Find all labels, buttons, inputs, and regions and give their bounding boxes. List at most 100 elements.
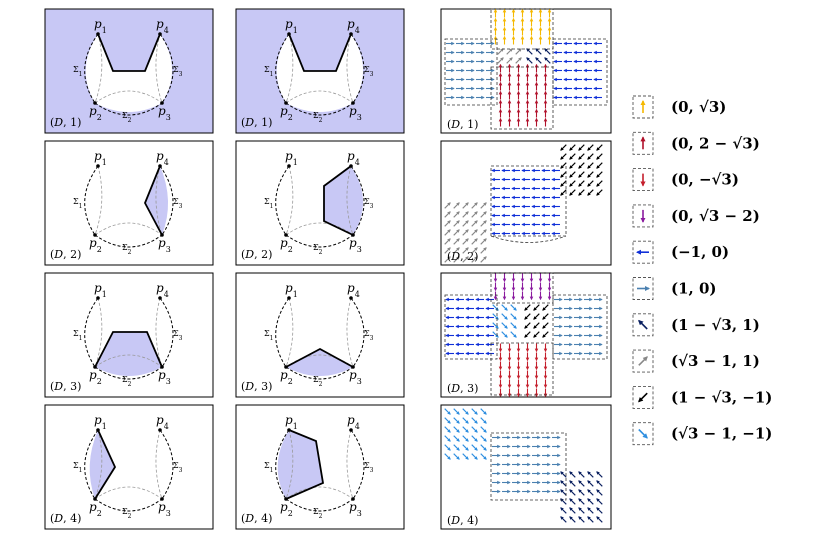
sigma3-inner-arc [155,33,163,104]
arrow-mark [560,489,567,496]
arrow-mark [515,48,522,55]
sigma2-arc [94,102,163,116]
arrow-mark [587,171,594,178]
vertex-label-p2: p2 [280,368,293,386]
vertex-label-p2: p2 [89,368,102,386]
sigma1-arc [275,165,290,236]
panel-label: (D, 1) [50,116,81,129]
vertex-label-p3: p3 [158,104,171,122]
arrow-mark [471,453,478,460]
vertex-p3 [351,365,355,369]
sigma1-inner-arc [94,33,103,104]
vertex-label-p1: p1 [285,149,298,167]
arrow-mark [560,162,567,169]
sigma-label-s1: Σ1 [73,461,82,474]
arrow-mark [462,211,469,218]
shaded-region [89,430,115,499]
arrow-mark [444,256,451,263]
sigma1-arc [84,429,99,500]
arrow-mark [544,57,551,64]
arrow-mark [596,498,603,505]
down-right-arrow-icon [638,428,648,439]
arrow-mark [596,471,603,478]
arrow-mark [578,171,585,178]
panel-label: (D, 1) [241,116,272,129]
arrow-mark [596,162,603,169]
vertex-p1 [287,32,291,36]
vertex-p2 [284,233,288,237]
legend-entry: (0, 2 − √3) [632,131,760,155]
shaded-region [145,166,169,235]
arrow-mark [480,453,487,460]
sigma3-inner-arc [155,165,163,236]
panel-label: (D, 4) [447,514,478,527]
arrow-mark [535,57,542,64]
arrow-mark [453,453,460,460]
sigma2-arc [285,366,354,380]
arrow-mark [587,507,594,514]
vertex-p3 [351,233,355,237]
sigma1-inner-arc [94,297,103,368]
arrow-mark [524,313,531,320]
region-boundary [288,33,352,72]
vertex-p4 [158,296,162,300]
unshaded-disk [276,34,364,112]
arrow-mark [544,48,551,55]
region-box [490,66,554,130]
vertex-p4 [349,32,353,36]
arrow-mark [480,211,487,218]
vertex-p3 [160,233,164,237]
arrow-mark [596,489,603,496]
diagram-panel-row3-left: p1 p4 p2 p3 Σ1 Σ3 Σ2 (D, 3) [44,272,214,398]
up-left-arrow-icon [638,319,648,330]
diagram-panel-row3-middle: p1 p4 p2 p3 Σ1 Σ3 Σ2 (D, 3) [235,272,405,398]
legend-entry: (0, √3) [632,95,726,119]
vertex-p4 [349,428,353,432]
vertex-p2 [93,365,97,369]
region-boundary [144,165,163,236]
arrow-mark [569,480,576,487]
vertex-label-p3: p3 [158,500,171,518]
legend-swatch-box [632,204,654,228]
legend-swatch-box [632,385,654,409]
sigma-label-s2: Σ2 [122,507,132,520]
vertex-label-p4: p4 [156,281,169,299]
sigma-label-s3: Σ3 [364,197,374,210]
arrow-mark [444,453,451,460]
arrow-mark [510,304,517,311]
arrow-mark [542,304,549,311]
sigma3-inner-arc [346,33,354,104]
panel-frame [44,404,214,530]
arrow-mark [569,171,576,178]
region-box [490,165,567,237]
vertex-p1 [287,164,291,168]
shaded-region [95,332,162,376]
vertex-p2 [284,101,288,105]
arrow-mark [596,480,603,487]
arrow-mark [462,453,469,460]
arrow-mark [480,426,487,433]
sigma1-arc [84,33,99,104]
arrow-mark [535,48,542,55]
arrow-mark [560,171,567,178]
sigma3-inner-arc [155,297,163,368]
region-box [444,294,498,360]
arrow-mark [578,144,585,151]
arrow-mark [587,162,594,169]
shaded-region [324,166,364,235]
arrow-mark [444,229,451,236]
arrow-mark [526,57,533,64]
sigma1-arc [275,33,290,104]
legend-label: (0, 2 − √3) [671,134,760,152]
legend-swatch-box [632,313,654,337]
arrow-mark [462,247,469,254]
panel-frame [235,140,405,266]
arrow-mark [569,162,576,169]
panel-frame [44,140,214,266]
arrow-mark [462,256,469,263]
vertex-p4 [158,428,162,432]
arrow-mark [480,417,487,424]
legend-label: (√3 − 1, 1) [671,352,760,370]
arrow-mark [453,202,460,209]
vertex-label-p3: p3 [158,236,171,254]
